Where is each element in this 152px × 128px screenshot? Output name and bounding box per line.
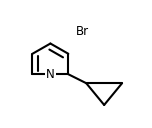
Text: Br: Br [76, 25, 89, 38]
Text: N: N [46, 68, 55, 81]
